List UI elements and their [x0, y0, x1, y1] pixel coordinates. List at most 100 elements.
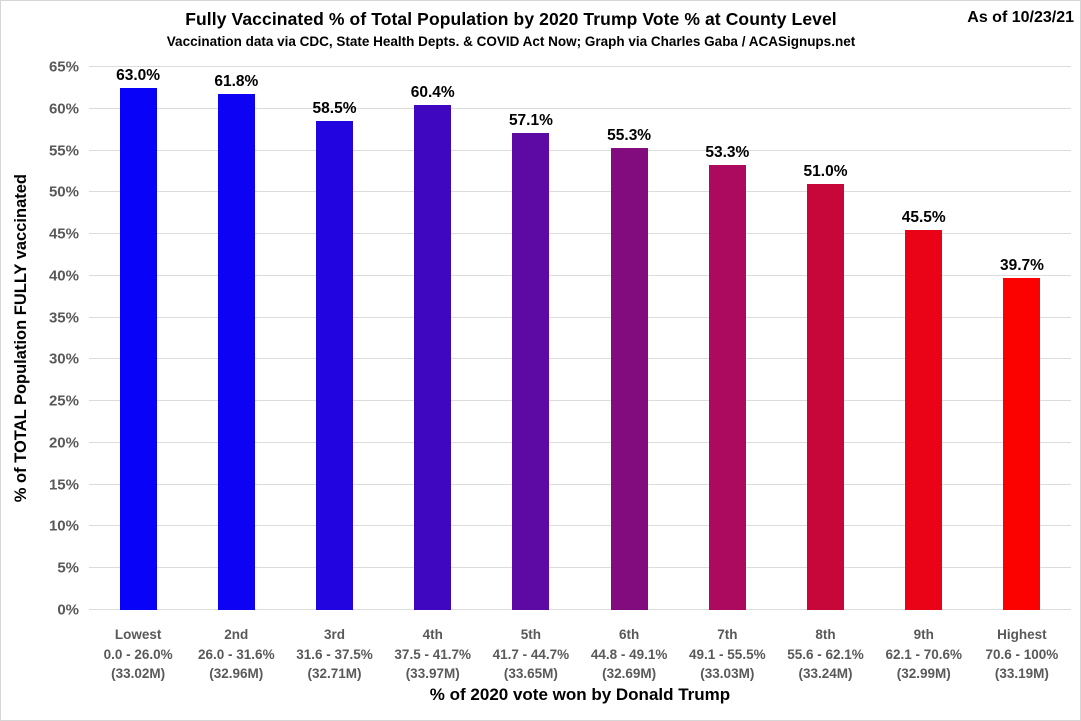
gridline-15% [89, 483, 1071, 485]
gridline-30% [89, 358, 1071, 360]
bar-value-label: 61.8% [214, 72, 259, 90]
x-axis-title: % of 2020 vote won by Donald Trump [429, 685, 731, 704]
bar [807, 183, 845, 610]
x-label-lowest: Lowest 0.0 - 26.0% (33.02M) [89, 625, 187, 684]
bar-column-9th: 45.5% [875, 67, 973, 610]
bar [708, 164, 746, 610]
x-label-range: 70.6 - 100% [985, 646, 1059, 662]
x-label-8th: 8th 55.6 - 62.1% (33.24M) [776, 625, 874, 684]
x-label-population: (32.69M) [602, 666, 657, 682]
bar [119, 88, 157, 610]
x-label-range: 0.0 - 26.0% [103, 646, 173, 662]
gridline-55% [89, 149, 1071, 151]
chart-title: Fully Vaccinated % of Total Population b… [185, 9, 837, 29]
x-label-6th: 6th 44.8 - 49.1% (32.69M) [580, 625, 678, 684]
y-tick-label-35%: 35% [48, 309, 79, 327]
bar-column-4th: 60.4% [384, 67, 482, 610]
x-label-population: (32.99M) [896, 666, 951, 682]
gridline-50% [89, 191, 1071, 193]
x-label-tier: Highest [997, 627, 1047, 642]
gridline-35% [89, 316, 1071, 318]
x-label-population: (33.02M) [111, 666, 166, 682]
bar [610, 148, 648, 610]
x-label-4th: 4th 37.5 - 41.7% (33.97M) [384, 625, 482, 684]
bar-value-label: 39.7% [999, 257, 1044, 275]
plot-area: 0% 5% 10% 15% 20% 25% 30% 35% 40% 45% 50% 55% 60% 65%… [49, 60, 1071, 618]
bar-column-highest: 39.7% [973, 67, 1071, 610]
bar [512, 133, 550, 610]
bar-column-5th: 57.1% [482, 67, 580, 610]
bar-column-8th: 51.0% [776, 67, 874, 610]
x-label-5th: 5th 41.7 - 44.7% (33.65M) [482, 625, 580, 684]
y-tick-label-5%: 5% [57, 559, 79, 577]
y-tick-label-45%: 45% [48, 225, 79, 243]
gridline-5% [89, 567, 1071, 569]
y-tick-label-65%: 65% [48, 58, 79, 76]
x-label-tier: Lowest [114, 627, 162, 642]
x-label-tier: 9th [913, 627, 934, 642]
x-label-range: 49.1 - 55.5% [689, 646, 766, 662]
x-label-tier: 3rd [324, 627, 346, 642]
bar [316, 121, 353, 610]
gridline-40% [89, 274, 1071, 276]
bar-value-label: 45.5% [901, 208, 946, 226]
x-label-tier: 7th [717, 627, 738, 642]
x-label-2nd: 2nd 26.0 - 31.6% (32.96M) [187, 625, 285, 684]
bar-value-label: 51.0% [803, 162, 848, 180]
y-tick-label-55%: 55% [48, 142, 79, 160]
bar-value-label: 60.4% [410, 84, 455, 102]
x-label-range: 26.0 - 31.6% [198, 646, 275, 662]
bar [414, 105, 452, 610]
y-tick-label-40%: 40% [48, 267, 79, 285]
bar-series: 63.0% 61.8% 58.5% 60.4% 57.1% 55.3% 53.3% 51.0%… [89, 67, 1071, 610]
chart-subtitle: Vaccination data via CDC, State Health D… [166, 34, 856, 49]
bar-column-2nd: 61.8% [187, 67, 285, 610]
gridline-65% [89, 66, 1071, 67]
bar [1003, 278, 1041, 610]
x-label-population: (33.97M) [405, 666, 460, 682]
x-label-population: (33.65M) [503, 666, 558, 682]
x-label-population: (32.71M) [307, 666, 362, 682]
x-axis-category-labels: Lowest 0.0 - 26.0% (33.02M) 2nd 26.0 - 31.6%… [89, 625, 1071, 684]
x-label-3rd: 3rd 31.6 - 37.5% (32.71M) [285, 625, 383, 684]
gridline-0% [89, 609, 1071, 610]
bar [217, 93, 255, 610]
y-tick-label-60%: 60% [48, 100, 79, 118]
bar-value-label: 53.3% [705, 143, 750, 161]
y-tick-label-15%: 15% [48, 476, 79, 494]
y-tick-label-50%: 50% [48, 183, 79, 201]
y-axis-title-text: % of TOTAL Population FULLY vaccinated [11, 174, 30, 503]
bar-value-label: 63.0% [116, 67, 161, 84]
bar-value-label: 58.5% [312, 100, 357, 118]
x-label-range: 31.6 - 37.5% [296, 646, 373, 662]
gridline-60% [89, 107, 1071, 109]
bar-value-label: 55.3% [607, 127, 652, 145]
gridline-20% [89, 441, 1071, 443]
bar-column-7th: 53.3% [678, 67, 776, 610]
x-label-population: (33.24M) [798, 666, 853, 682]
y-tick-label-30%: 30% [48, 350, 79, 368]
x-label-tier: 8th [815, 627, 836, 642]
y-axis-title: % of TOTAL Population FULLY vaccinated [5, 67, 37, 610]
bar-column-6th: 55.3% [580, 67, 678, 610]
x-label-tier: 5th [520, 627, 542, 642]
y-tick-label-20%: 20% [48, 434, 79, 452]
x-label-tier: 2nd [224, 627, 249, 642]
x-label-tier: 4th [422, 627, 443, 642]
x-label-9th: 9th 62.1 - 70.6% (32.99M) [875, 625, 973, 684]
x-label-range: 55.6 - 62.1% [787, 646, 864, 662]
x-label-tier: 6th [618, 627, 640, 642]
x-label-range: 62.1 - 70.6% [885, 646, 962, 662]
gridline-10% [89, 525, 1071, 527]
x-label-population: (32.96M) [209, 666, 264, 682]
x-label-range: 37.5 - 41.7% [394, 646, 471, 662]
gridline-25% [89, 400, 1071, 402]
bar-column-3rd: 58.5% [285, 67, 383, 610]
x-label-population: (33.03M) [700, 666, 755, 682]
y-tick-label-25%: 25% [48, 392, 79, 410]
bar-column-lowest: 63.0% [89, 67, 187, 610]
x-label-highest: Highest 70.6 - 100% (33.19M) [973, 625, 1071, 684]
y-tick-label-10%: 10% [48, 517, 79, 535]
gridline-45% [89, 233, 1071, 235]
